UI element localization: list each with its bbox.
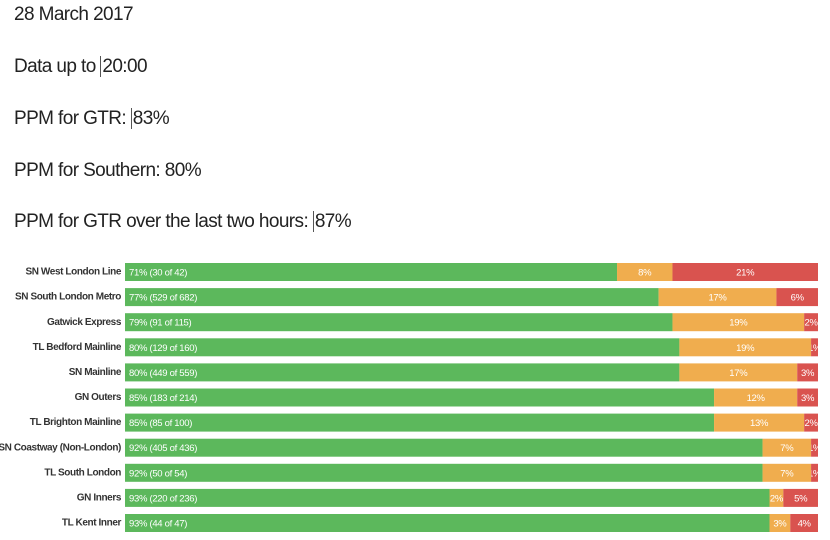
segment-label: 6% — [791, 293, 805, 304]
bar-segment — [125, 263, 618, 281]
bar-segment — [790, 514, 818, 532]
category-label: TL Kent Inner — [62, 518, 122, 529]
category-label: TL Bedford Mainline — [33, 342, 122, 353]
bar-segment — [797, 388, 818, 407]
bar-segment — [125, 363, 680, 382]
summary-value: 20:00 — [100, 56, 148, 77]
bar-segment — [762, 463, 812, 482]
bar-segment — [762, 438, 812, 457]
bar-segment — [811, 438, 818, 457]
bar-segment — [617, 263, 673, 281]
bar-segment — [125, 438, 763, 457]
summary-line: PPM for Southern: 80% — [14, 160, 202, 182]
segment-label: 80% (449 of 559) — [129, 368, 197, 379]
segment-label: 13% — [750, 418, 769, 429]
bar-segment — [811, 463, 818, 482]
summary-line: Data up to 20:00 — [14, 56, 148, 78]
segment-label: 1% — [808, 443, 822, 454]
segment-label: 1% — [808, 468, 822, 479]
category-label: TL South London — [44, 467, 121, 478]
summary-line: PPM for GTR over the last two hours: 87% — [14, 211, 352, 233]
bar-segment — [125, 514, 770, 532]
segment-label: 7% — [780, 468, 794, 479]
segment-label: 1% — [808, 343, 822, 354]
category-label: SN Mainline — [69, 367, 122, 378]
segment-label: 3% — [801, 368, 815, 379]
bar-segment — [658, 288, 777, 307]
summary-label: Data up to — [14, 56, 96, 77]
bar-segment — [804, 313, 818, 332]
bar-segment — [125, 463, 763, 482]
category-label: GN Inners — [77, 493, 122, 504]
segment-label: 2% — [804, 318, 818, 329]
category-label: Gatwick Express — [47, 317, 122, 328]
bar-segment — [125, 338, 680, 357]
segment-label: 8% — [638, 268, 652, 279]
bar-segment — [125, 313, 673, 332]
segment-label: 7% — [780, 443, 794, 454]
bar-segment — [714, 413, 805, 432]
bar-segment — [797, 363, 818, 382]
summary-value: 80% — [164, 160, 202, 181]
bar-segment — [125, 288, 659, 307]
category-label: SN Coastway (Non-London) — [0, 442, 121, 453]
summary-value: 87% — [312, 211, 352, 232]
segment-label: 77% (529 of 682) — [129, 293, 197, 304]
bar-segment — [125, 488, 770, 507]
segment-label: 71% (30 of 42) — [129, 268, 187, 279]
segment-label: 3% — [773, 519, 787, 530]
segment-label: 79% (91 of 115) — [129, 318, 192, 329]
category-label: GN Outers — [75, 392, 122, 403]
segment-label: 93% (44 of 47) — [129, 519, 187, 530]
bar-segment — [679, 363, 798, 382]
category-label: TL Brighton Mainline — [30, 417, 122, 428]
bar-segment — [776, 288, 818, 307]
segment-label: 85% (183 of 214) — [129, 393, 197, 404]
segment-label: 5% — [794, 493, 808, 504]
bar-segment — [783, 488, 818, 507]
bar-segment — [679, 338, 812, 357]
segment-label: 3% — [801, 393, 815, 404]
bar-segment — [125, 388, 715, 407]
summary-line: PPM for GTR: 83% — [14, 108, 170, 130]
summary-value: 83% — [130, 108, 170, 129]
segment-label: 17% — [729, 368, 748, 379]
segment-label: 93% (220 of 236) — [129, 493, 197, 504]
segment-label: 92% (405 of 436) — [129, 443, 197, 454]
segment-label: 17% — [708, 293, 727, 304]
segment-label: 4% — [798, 519, 812, 530]
segment-label: 80% (129 of 160) — [129, 343, 197, 354]
segment-label: 85% (85 of 100) — [129, 418, 192, 429]
segment-label: 2% — [804, 418, 818, 429]
summary-label: PPM for GTR over the last two hours: — [14, 211, 309, 232]
bar-segment — [672, 263, 818, 281]
category-label: SN West London Line — [25, 267, 121, 278]
bar-segment — [811, 338, 818, 357]
segment-label: 12% — [747, 393, 766, 404]
segment-label: 19% — [736, 343, 755, 354]
bar-segment — [714, 388, 798, 407]
segment-label: 2% — [770, 493, 784, 504]
bar-segment — [769, 514, 791, 532]
date: 28 March 2017 — [14, 4, 134, 25]
bar-segment — [769, 488, 784, 507]
segment-label: 19% — [729, 318, 748, 329]
bar-segment — [125, 413, 715, 432]
summary-label: PPM for Southern: — [14, 160, 161, 181]
bar-segment — [804, 413, 818, 432]
segment-label: 21% — [736, 268, 755, 279]
bar-segment — [672, 313, 805, 332]
category-label: SN South London Metro — [15, 292, 121, 303]
summary-label: PPM for GTR: — [14, 108, 127, 129]
segment-label: 92% (50 of 54) — [129, 468, 187, 479]
